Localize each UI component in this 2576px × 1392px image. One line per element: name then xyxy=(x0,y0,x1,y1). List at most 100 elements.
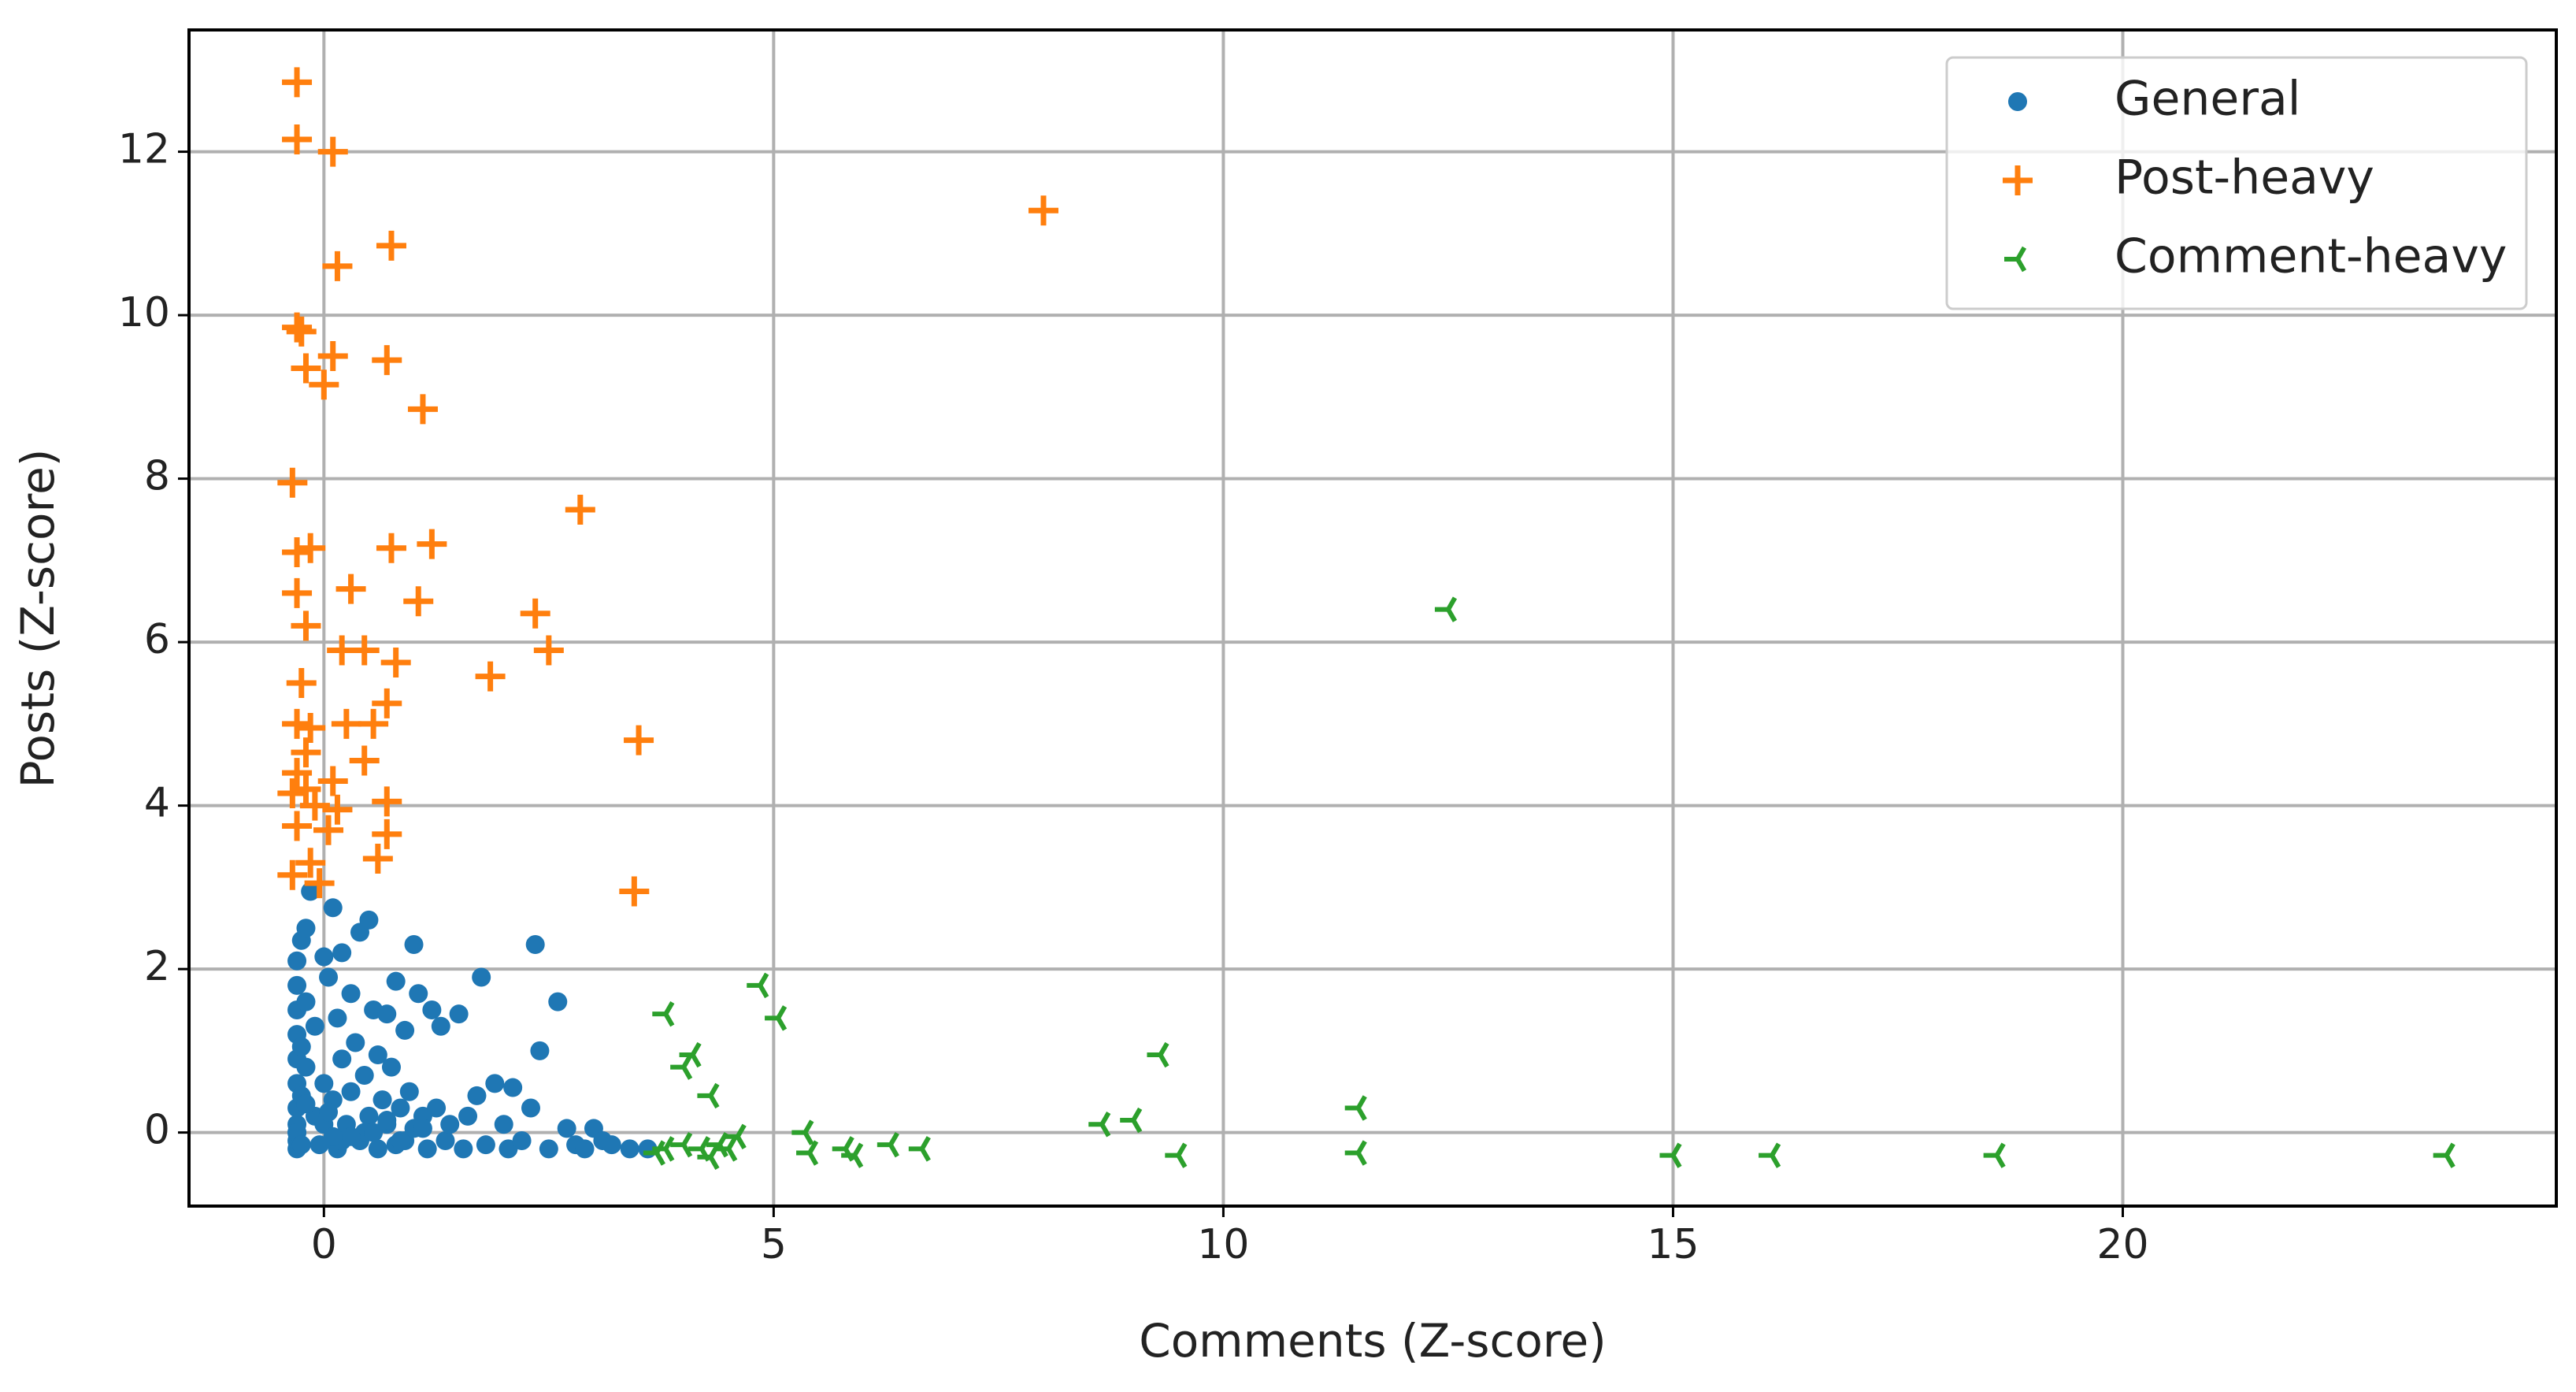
point xyxy=(427,1098,447,1118)
point xyxy=(282,312,313,343)
point xyxy=(277,859,308,890)
point xyxy=(476,1135,495,1155)
point xyxy=(1165,1142,1188,1168)
point xyxy=(454,1139,473,1159)
y-tick-label: 6 xyxy=(144,616,170,663)
point xyxy=(296,992,316,1012)
point xyxy=(301,882,321,901)
point xyxy=(317,340,348,371)
point xyxy=(449,1004,469,1024)
point xyxy=(643,1140,665,1166)
point xyxy=(295,713,326,744)
point xyxy=(1344,1095,1367,1121)
point xyxy=(314,1074,334,1093)
point xyxy=(282,536,313,567)
y-tick-label: 2 xyxy=(144,943,170,990)
point xyxy=(296,919,316,938)
y-tick-label: 4 xyxy=(144,780,170,827)
point xyxy=(530,1041,550,1060)
x-tick-label: 5 xyxy=(761,1221,787,1268)
y-tick-label: 12 xyxy=(118,126,170,173)
point xyxy=(287,975,307,995)
point xyxy=(291,1037,311,1056)
point xyxy=(548,992,568,1012)
point xyxy=(697,1144,720,1170)
point xyxy=(539,1139,558,1159)
point xyxy=(1983,1142,2006,1168)
point xyxy=(765,1005,788,1031)
point xyxy=(697,1082,720,1109)
point xyxy=(841,1142,864,1168)
point xyxy=(335,574,366,604)
point xyxy=(291,774,321,804)
point xyxy=(373,1090,392,1110)
point xyxy=(319,967,339,987)
point xyxy=(747,972,769,999)
point xyxy=(349,635,380,666)
legend-label: Post-heavy xyxy=(2115,150,2374,206)
point xyxy=(1659,1142,1682,1168)
point xyxy=(372,786,402,817)
point xyxy=(362,844,393,874)
point xyxy=(525,934,545,954)
point xyxy=(417,1139,437,1159)
point xyxy=(296,1094,316,1114)
point xyxy=(296,1057,316,1077)
point xyxy=(299,790,330,821)
point xyxy=(404,934,424,954)
point xyxy=(332,1049,352,1069)
point xyxy=(372,345,402,376)
point xyxy=(417,529,447,559)
point xyxy=(620,1139,639,1159)
point xyxy=(602,1135,621,1155)
point xyxy=(346,1033,365,1052)
point xyxy=(358,708,389,739)
point xyxy=(317,766,348,796)
point xyxy=(282,708,313,739)
point xyxy=(670,1131,693,1158)
point xyxy=(291,611,321,641)
point xyxy=(309,369,339,400)
point xyxy=(436,1130,455,1150)
plot-frame xyxy=(187,28,2558,1208)
y-tick-label: 8 xyxy=(144,453,170,500)
point xyxy=(304,868,335,899)
x-tick-label: 15 xyxy=(1647,1221,1699,1268)
point xyxy=(368,1139,387,1159)
point xyxy=(372,818,402,849)
x-tick-label: 0 xyxy=(311,1221,337,1268)
x-axis-label: Comments (Z-score) xyxy=(1139,1314,1607,1368)
y-tick-label: 0 xyxy=(144,1107,170,1154)
legend-label: Comment-heavy xyxy=(2115,229,2507,284)
point xyxy=(399,1082,419,1101)
legend-label: General xyxy=(2115,72,2300,127)
point xyxy=(368,1045,387,1065)
legend-marker xyxy=(2004,246,2027,273)
point xyxy=(331,708,361,739)
point xyxy=(282,67,313,98)
point xyxy=(1147,1041,1169,1068)
point xyxy=(679,1041,702,1068)
legend-marker xyxy=(2003,165,2033,195)
point xyxy=(291,1135,311,1155)
point xyxy=(512,1130,532,1150)
y-tick-label: 10 xyxy=(118,289,170,336)
point xyxy=(328,1008,347,1028)
point xyxy=(282,758,313,789)
point xyxy=(440,1115,460,1134)
point xyxy=(317,136,348,167)
point xyxy=(1344,1140,1367,1166)
point xyxy=(376,533,406,563)
point xyxy=(565,495,595,525)
x-tick-label: 20 xyxy=(2096,1221,2148,1268)
point xyxy=(313,815,344,845)
point xyxy=(359,910,379,930)
point xyxy=(533,635,564,666)
point xyxy=(413,1119,432,1138)
point xyxy=(503,1078,523,1097)
point xyxy=(557,1119,576,1138)
point xyxy=(619,876,650,907)
point xyxy=(305,1016,324,1036)
legend-marker xyxy=(2008,92,2027,111)
y-axis-label: Posts (Z-score) xyxy=(11,449,65,789)
